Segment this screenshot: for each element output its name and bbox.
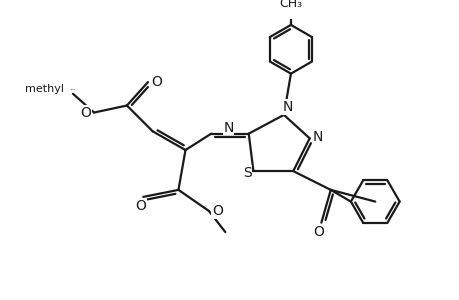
Text: O: O (135, 199, 146, 213)
Text: N: N (223, 121, 233, 134)
Text: O: O (151, 75, 162, 89)
Text: N: N (312, 130, 322, 144)
Text: S: S (242, 166, 251, 179)
Text: N: N (282, 100, 292, 114)
Text: O: O (313, 225, 324, 239)
Text: methyl: methyl (71, 89, 75, 90)
Text: CH₃: CH₃ (279, 0, 302, 10)
Text: O: O (212, 204, 222, 218)
Text: methyl: methyl (25, 84, 63, 94)
Text: O: O (80, 106, 91, 119)
